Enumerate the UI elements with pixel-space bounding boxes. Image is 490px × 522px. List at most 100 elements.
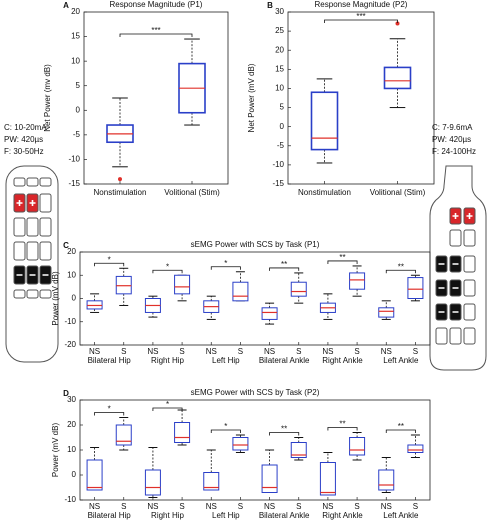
significance-bracket — [152, 407, 183, 411]
x-tick-label: S — [413, 502, 418, 511]
box — [261, 307, 278, 320]
group-label: Bilateral Hip — [88, 356, 132, 365]
y-tick-label: 10 — [67, 270, 76, 279]
box — [378, 469, 395, 491]
x-tick-label: S — [354, 347, 359, 356]
significance-label: * — [224, 422, 227, 431]
box — [378, 307, 395, 318]
significance-bracket — [210, 429, 241, 433]
box — [86, 459, 103, 491]
group-label: Left Ankle — [383, 356, 419, 365]
significance-bracket — [119, 33, 193, 38]
x-tick-label: S — [413, 347, 418, 356]
stim-param: PW: 420µs — [4, 135, 43, 144]
x-tick-label: S — [121, 502, 126, 511]
significance-label: ** — [398, 422, 404, 431]
x-tick-label: NS — [264, 347, 275, 356]
significance-bracket — [327, 260, 358, 264]
x-tick-label: S — [121, 347, 126, 356]
stim-param: C: 7-9.6mA — [432, 123, 473, 132]
box — [319, 462, 336, 496]
y-tick-label: -15 — [68, 179, 80, 188]
y-tick-label: 0 — [72, 470, 77, 479]
x-tick-label: S — [354, 502, 359, 511]
y-tick-label: 20 — [67, 420, 76, 429]
significance-bracket — [327, 427, 358, 431]
x-tick-label: NS — [322, 502, 333, 511]
x-tick-label: NS — [147, 502, 158, 511]
axes-frame — [79, 251, 431, 346]
box — [407, 444, 424, 453]
group-label: Right Ankle — [322, 356, 363, 365]
group-label: Right Hip — [151, 511, 184, 520]
significance-label: * — [224, 259, 227, 268]
panel-label: D — [63, 389, 69, 398]
significance-label: * — [108, 405, 111, 414]
x-tick-label: NS — [89, 502, 100, 511]
y-tick-label: -10 — [64, 495, 76, 504]
y-tick-label: -15 — [272, 179, 284, 188]
group-label: Right Ankle — [322, 511, 363, 520]
x-tick-label: S — [296, 502, 301, 511]
y-tick-label: 20 — [67, 247, 76, 256]
paddle-right — [429, 165, 487, 371]
y-axis-label: Power (mV dB) — [51, 271, 60, 326]
y-tick-label: 0 — [72, 294, 77, 303]
y-tick-label: 25 — [275, 26, 284, 35]
x-tick-label: Nonstimulation — [298, 188, 351, 197]
box — [349, 437, 366, 456]
significance-label: * — [166, 400, 169, 409]
outlier — [395, 21, 400, 26]
chart-title: Response Magnitude (P1) — [110, 0, 203, 9]
x-tick-label: NS — [147, 347, 158, 356]
significance-bracket — [269, 267, 300, 271]
significance-bracket — [385, 429, 416, 433]
box — [383, 66, 412, 90]
y-axis-label: Net Power (mv dB) — [43, 64, 52, 132]
panel-label: B — [267, 1, 273, 10]
chart-title: sEMG Power with SCS by Task (P1) — [191, 240, 320, 249]
x-tick-label: Volitional (Stim) — [370, 188, 426, 197]
group-label: Left Hip — [212, 356, 240, 365]
y-axis-label: Power (mV dB) — [51, 423, 60, 478]
y-tick-label: 15 — [275, 64, 284, 73]
y-tick-label: 30 — [275, 7, 284, 16]
box — [407, 277, 424, 300]
box — [232, 281, 249, 302]
x-tick-label: NS — [381, 502, 392, 511]
y-tick-label: -10 — [272, 160, 284, 169]
significance-label: * — [166, 262, 169, 271]
y-tick-label: -20 — [64, 340, 76, 349]
significance-label: ** — [339, 420, 345, 429]
box — [349, 272, 366, 290]
stim-param: C: 10-20mA — [4, 123, 47, 132]
significance-label: * — [108, 255, 111, 264]
y-tick-label: 10 — [275, 84, 284, 93]
y-tick-label: 10 — [71, 56, 80, 65]
x-tick-label: Nonstimulation — [94, 188, 147, 197]
box — [261, 464, 278, 493]
y-tick-label: 20 — [71, 7, 80, 16]
y-tick-label: 5 — [280, 103, 285, 112]
box — [290, 442, 307, 458]
significance-bracket — [94, 262, 125, 267]
box — [290, 281, 307, 297]
y-tick-label: -10 — [64, 317, 76, 326]
significance-bracket — [210, 266, 241, 270]
x-tick-label: NS — [89, 347, 100, 356]
box — [174, 422, 191, 443]
x-tick-label: S — [238, 347, 243, 356]
y-tick-label: -10 — [68, 155, 80, 164]
group-label: Bilateral Ankle — [259, 511, 310, 520]
y-tick-label: -5 — [73, 130, 81, 139]
y-tick-label: -5 — [277, 141, 285, 150]
significance-label: ** — [339, 253, 345, 262]
significance-label: ** — [398, 262, 404, 271]
x-tick-label: S — [179, 347, 184, 356]
significance-label: *** — [151, 26, 160, 35]
chart-title: sEMG Power with SCS by Task (P2) — [191, 388, 320, 397]
box — [115, 424, 132, 446]
y-tick-label: 0 — [76, 105, 81, 114]
y-tick-label: 0 — [280, 122, 285, 131]
